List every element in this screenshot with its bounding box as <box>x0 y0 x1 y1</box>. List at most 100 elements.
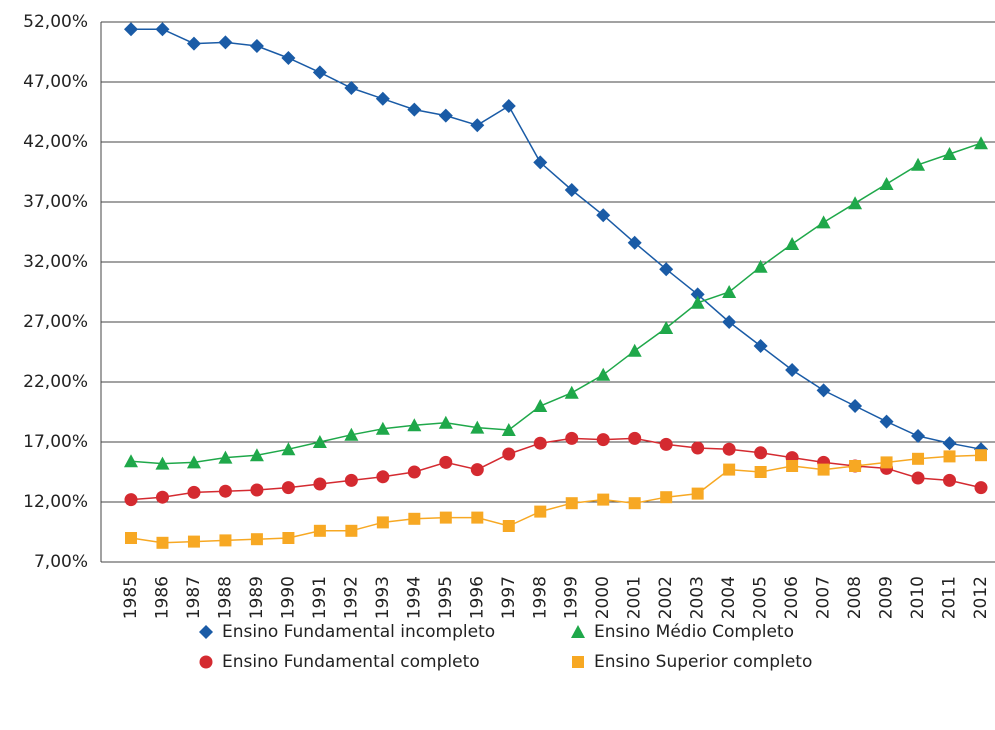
series-line <box>131 28 982 450</box>
x-tick-label: 2007 <box>814 576 834 619</box>
marker <box>375 91 390 106</box>
marker <box>564 183 579 197</box>
marker <box>502 520 515 532</box>
x-tick-label: 1989 <box>247 576 267 619</box>
marker <box>565 431 579 445</box>
x-tick-label: 1999 <box>562 576 582 619</box>
x-tick-label: 1991 <box>310 576 330 619</box>
marker <box>691 441 705 455</box>
marker <box>722 315 737 329</box>
marker <box>722 442 736 456</box>
marker <box>344 473 358 487</box>
marker <box>533 436 547 450</box>
marker <box>943 473 957 487</box>
marker <box>199 655 213 669</box>
marker <box>199 625 213 639</box>
marker <box>186 455 201 469</box>
marker <box>754 466 767 478</box>
y-tick-label: 22,00% <box>23 372 88 392</box>
marker <box>470 420 485 434</box>
y-tick-label: 52,00% <box>23 12 88 32</box>
marker <box>345 524 358 537</box>
marker <box>785 237 800 250</box>
marker <box>407 102 422 117</box>
marker <box>942 436 957 451</box>
marker <box>218 35 233 50</box>
marker <box>753 339 768 353</box>
marker <box>439 511 452 524</box>
marker <box>722 285 737 298</box>
marker <box>281 51 296 65</box>
marker <box>659 321 674 334</box>
y-tick-label: 27,00% <box>23 312 88 332</box>
marker <box>785 363 800 377</box>
marker <box>533 399 548 412</box>
x-tick-label: 1990 <box>278 576 298 619</box>
marker <box>186 36 201 51</box>
x-tick-label: 1995 <box>436 576 456 619</box>
legend-label: Ensino Fundamental completo <box>222 652 480 672</box>
series-line <box>130 142 982 465</box>
marker <box>879 177 894 190</box>
marker <box>816 383 831 398</box>
marker <box>942 147 957 160</box>
marker <box>723 463 736 476</box>
x-tick-label: 2011 <box>940 576 960 619</box>
x-tick-label: 2003 <box>688 576 708 619</box>
marker <box>659 262 674 277</box>
legend-label: Ensino Médio Completo <box>594 622 794 642</box>
marker <box>572 656 584 668</box>
marker <box>218 450 233 464</box>
marker <box>313 477 327 491</box>
marker <box>187 535 200 548</box>
marker <box>124 493 138 507</box>
legend-label: Ensino Fundamental incompleto <box>222 622 495 642</box>
x-tick-label: 1987 <box>184 576 204 619</box>
marker <box>849 460 862 472</box>
marker <box>376 516 389 529</box>
marker <box>502 447 516 461</box>
x-tick-label: 2008 <box>845 576 865 619</box>
marker <box>155 22 170 37</box>
marker <box>281 481 295 495</box>
marker <box>282 532 295 544</box>
marker <box>880 456 893 469</box>
y-tick-label: 17,00% <box>23 432 88 452</box>
x-tick-label: 2006 <box>782 576 802 619</box>
marker <box>312 65 327 80</box>
x-tick-label: 1992 <box>341 576 361 619</box>
marker <box>439 455 453 469</box>
x-tick-label: 2002 <box>656 576 676 619</box>
y-tick-label: 37,00% <box>23 192 88 212</box>
marker <box>534 505 547 518</box>
y-tick-label: 47,00% <box>23 72 88 92</box>
x-tick-label: 2005 <box>751 576 771 619</box>
marker <box>375 421 390 435</box>
series-line <box>130 454 982 544</box>
marker <box>249 39 264 53</box>
marker <box>250 483 264 497</box>
x-tick-label: 2009 <box>877 576 897 619</box>
marker <box>281 442 296 456</box>
marker <box>124 454 138 468</box>
y-tick-label: 42,00% <box>23 132 88 152</box>
y-tick-label: 7,00% <box>34 552 88 572</box>
marker <box>690 287 705 302</box>
marker <box>628 431 642 445</box>
marker <box>754 446 768 460</box>
marker <box>156 536 169 549</box>
marker <box>911 157 926 171</box>
x-tick-label: 1985 <box>121 576 141 619</box>
marker <box>501 99 516 113</box>
marker <box>628 497 641 510</box>
y-tick-label: 12,00% <box>23 492 88 512</box>
marker <box>848 196 863 210</box>
marker <box>974 136 988 150</box>
marker <box>155 456 170 470</box>
marker <box>974 481 988 495</box>
marker <box>786 460 799 472</box>
marker <box>912 452 925 465</box>
marker <box>975 449 987 462</box>
marker <box>596 208 611 223</box>
